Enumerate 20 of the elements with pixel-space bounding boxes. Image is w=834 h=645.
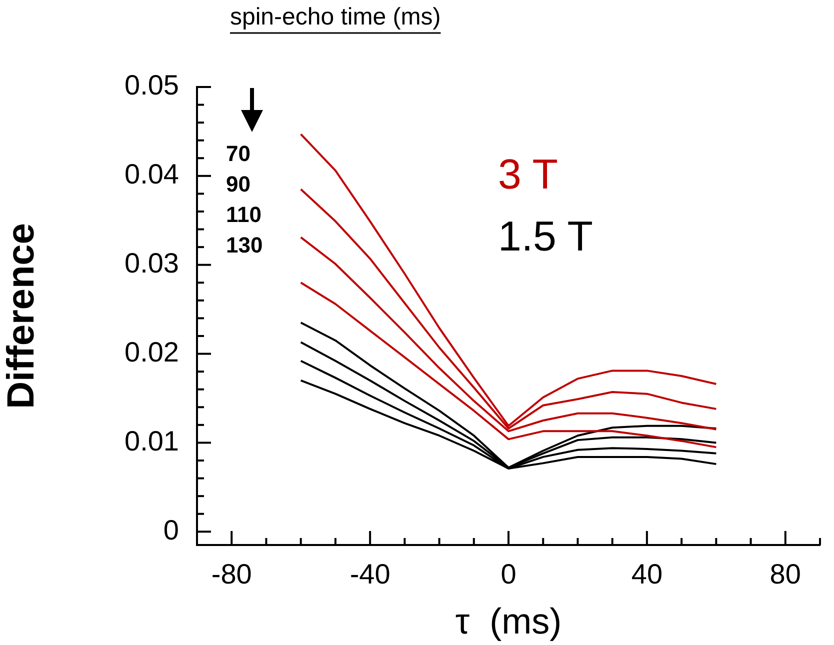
y-tick-label: 0.03 (124, 248, 179, 279)
x-tick-label: 80 (770, 558, 801, 590)
y-tick-label: 0.02 (124, 336, 179, 368)
x-tick-label: 0 (500, 558, 516, 590)
text: 1.5 T (498, 212, 593, 260)
x-axis-title: τ (ms) (455, 600, 562, 642)
annotation: 70 (226, 141, 250, 166)
y-tick-label: 0.01 (124, 425, 179, 456)
text: spin-echo time (ms) (230, 4, 441, 31)
text: 3 T (498, 150, 558, 198)
y-axis-title: Difference (0, 223, 42, 409)
annotation: 90 (226, 172, 250, 197)
y-tick-label: 0.04 (124, 158, 179, 190)
annotation: 130 (226, 232, 263, 258)
y-tick-label: 0 (163, 514, 179, 546)
x-tick-label: 40 (631, 558, 663, 590)
x-tick-label: -40 (350, 558, 390, 590)
annotation: 110 (226, 202, 262, 228)
y-tick-label: 0.05 (124, 70, 179, 101)
x-tick-label: -80 (211, 558, 252, 590)
